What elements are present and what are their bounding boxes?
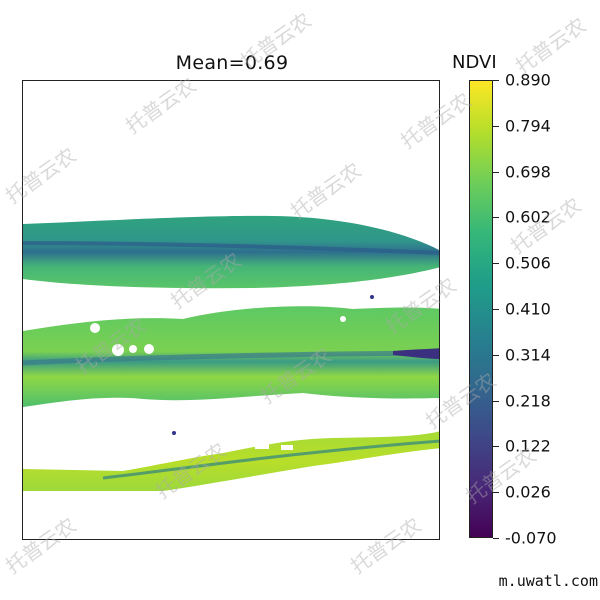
leaf-2-midrib <box>23 350 439 366</box>
colorbar-tick-label: 0.218 <box>505 391 551 411</box>
colorbar-tick <box>493 446 499 448</box>
colorbar-tick-label: 0.794 <box>505 116 551 136</box>
leaf-2-holes <box>90 316 346 356</box>
colorbar-tick-label: 0.314 <box>505 345 551 365</box>
colorbar-tick <box>493 492 499 494</box>
colorbar-tick-label: -0.070 <box>505 528 557 548</box>
leaf-2-tip-dark <box>393 348 439 359</box>
colorbar-tick <box>493 263 499 265</box>
ndvi-image-plot <box>22 80 440 540</box>
colorbar-tick-label: 0.122 <box>505 436 551 456</box>
stray-pixel-2 <box>172 431 176 435</box>
colorbar-tick <box>493 80 499 81</box>
ndvi-heatmap-svg <box>23 215 439 491</box>
colorbar-tick <box>493 538 499 539</box>
leaf-3-midrib <box>102 439 439 480</box>
colorbar-tick-label: 0.026 <box>505 482 551 502</box>
leaf-region-1 <box>23 215 439 289</box>
footer-url: m.uwatl.com <box>498 572 598 590</box>
chart-title: Mean=0.69 <box>175 52 289 74</box>
leaf-3-holes <box>255 443 293 450</box>
colorbar <box>469 80 493 538</box>
leaf-1-midrib <box>23 241 439 255</box>
colorbar-tick <box>493 171 499 173</box>
colorbar-tick-label: 0.410 <box>505 299 551 319</box>
colorbar-tick <box>493 309 499 310</box>
colorbar-tick-label: 0.890 <box>505 70 551 90</box>
colorbar-tick-label: 0.506 <box>505 253 551 273</box>
colorbar-tick-label: 0.602 <box>505 207 551 227</box>
stray-pixel-1 <box>370 295 374 299</box>
colorbar-tick <box>493 400 499 402</box>
colorbar-tick <box>493 125 499 127</box>
watermark-text: 托普云农 <box>511 12 591 79</box>
colorbar-label: NDVI <box>452 52 497 73</box>
colorbar-tick <box>493 217 499 219</box>
colorbar-tick <box>493 354 499 356</box>
colorbar-tick-label: 0.698 <box>505 162 551 182</box>
